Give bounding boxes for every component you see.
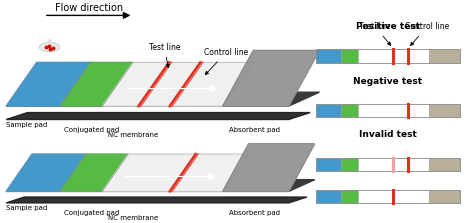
Text: Invalid test: Invalid test	[359, 130, 417, 139]
Text: Sample pad: Sample pad	[6, 205, 47, 211]
Polygon shape	[60, 62, 133, 106]
Text: NC membrane: NC membrane	[109, 215, 159, 221]
Text: Absorbent pad: Absorbent pad	[229, 210, 280, 216]
Bar	[358, 158, 429, 171]
Bar	[429, 158, 460, 171]
Bar	[358, 104, 429, 117]
Text: Control line: Control line	[204, 48, 248, 74]
Text: Absorbent pad: Absorbent pad	[229, 127, 280, 133]
Polygon shape	[6, 92, 319, 106]
Polygon shape	[39, 39, 60, 52]
Bar	[341, 49, 358, 62]
Bar	[341, 104, 358, 117]
Text: Negative test: Negative test	[354, 77, 423, 86]
Polygon shape	[60, 154, 128, 191]
Bar	[341, 190, 358, 203]
Bar	[341, 158, 358, 171]
Text: Conjugated pad: Conjugated pad	[64, 210, 120, 216]
Text: Sample pad: Sample pad	[6, 122, 47, 128]
Bar	[358, 49, 429, 62]
Bar	[316, 158, 460, 171]
Polygon shape	[6, 180, 315, 191]
Text: Conjugated pad: Conjugated pad	[64, 127, 120, 133]
Bar	[316, 49, 341, 62]
Bar	[429, 49, 460, 62]
Bar	[316, 104, 460, 117]
Polygon shape	[6, 113, 310, 120]
Text: Flow direction: Flow direction	[55, 3, 123, 13]
Polygon shape	[102, 62, 253, 106]
Bar	[316, 49, 460, 62]
Bar	[358, 190, 429, 203]
Text: Test line: Test line	[359, 22, 391, 45]
Polygon shape	[6, 154, 86, 191]
Polygon shape	[6, 62, 91, 106]
Text: Test line: Test line	[149, 43, 180, 68]
Polygon shape	[6, 197, 307, 203]
Bar	[429, 104, 460, 117]
Bar	[316, 190, 341, 203]
Text: Positive test: Positive test	[356, 22, 420, 31]
Polygon shape	[223, 50, 319, 106]
Bar	[429, 190, 460, 203]
Text: NC membrane: NC membrane	[109, 132, 159, 138]
Text: Control line: Control line	[405, 22, 449, 45]
Polygon shape	[102, 154, 248, 191]
Bar	[316, 158, 341, 171]
Bar	[316, 104, 341, 117]
Polygon shape	[223, 144, 315, 191]
Bar	[316, 190, 460, 203]
